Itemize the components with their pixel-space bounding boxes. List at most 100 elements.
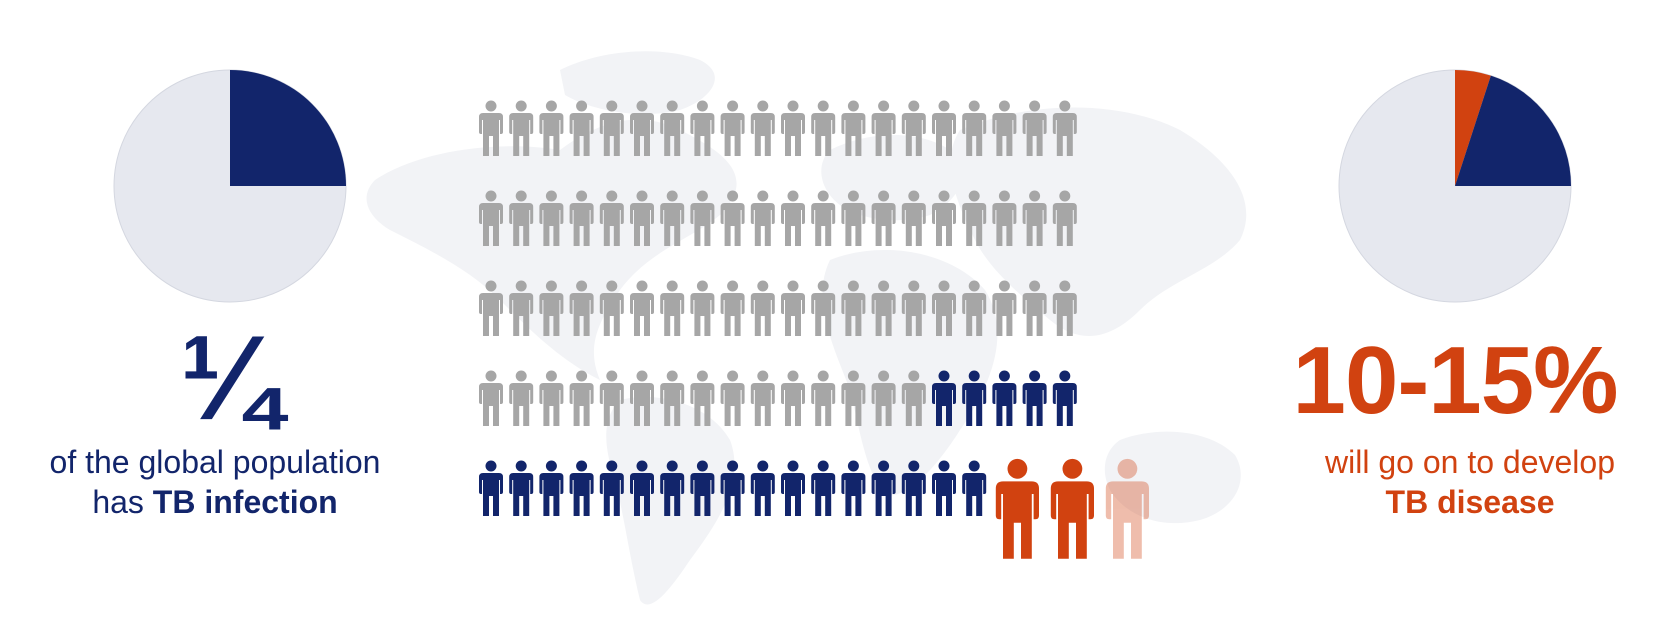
person-icon-gray (1022, 190, 1047, 246)
right-stat-caption: will go on to develop TB disease (1270, 442, 1670, 522)
person-icon-gray (720, 100, 745, 156)
person-icon-gray (901, 280, 926, 336)
person-icon-gray (539, 370, 564, 426)
person-icon-gray (690, 190, 715, 246)
person-icon-gray (841, 100, 866, 156)
person-icon-navy (1022, 370, 1047, 426)
right-caption-line2: TB disease (1270, 482, 1670, 522)
left-pie-chart (113, 69, 347, 303)
person-icon-gray (690, 370, 715, 426)
left-pie-slice-infected (230, 70, 346, 186)
person-icon-gray (569, 100, 594, 156)
person-icon-navy (1052, 370, 1077, 426)
right-pie-chart (1338, 69, 1572, 303)
person-icon-navy (992, 370, 1017, 426)
person-icon-gray (479, 190, 503, 246)
person-icon-gray (841, 280, 866, 336)
person-icon-gray (720, 280, 745, 336)
person-icon-navy (932, 460, 956, 516)
person-icon-gray (1052, 280, 1077, 336)
person-icon-navy (781, 460, 805, 516)
left-caption-prefix: has (92, 484, 153, 520)
person-icon-navy (962, 460, 987, 516)
left-caption-line2: has TB infection (0, 482, 430, 522)
person-icon-gray (479, 100, 503, 156)
person-icon-gray (781, 190, 805, 246)
person-icon-gray (599, 190, 624, 246)
person-icon-gray (660, 190, 685, 246)
person-icon-navy (901, 460, 926, 516)
right-stat-value: 10-15% (1292, 327, 1619, 434)
person-icon-navy (599, 460, 624, 516)
right-pie-slice-disease (1455, 70, 1491, 186)
right-pie-slice-infected (1455, 75, 1571, 186)
person-icon-navy (630, 460, 654, 516)
person-icon-gray (992, 280, 1017, 336)
right-caption-emphasis: TB disease (1385, 484, 1555, 520)
person-icon-navy (569, 460, 594, 516)
person-icon-navy (841, 460, 866, 516)
person-icon-gray (992, 190, 1017, 246)
person-icon-gray (509, 100, 534, 156)
person-icon-gray (781, 370, 805, 426)
person-icon-gray (750, 280, 775, 336)
person-icon-gray (630, 280, 654, 336)
person-icon-navy (509, 460, 534, 516)
person-icon-gray (932, 280, 956, 336)
person-icon-navy (720, 460, 745, 516)
person-icon-gray (690, 100, 715, 156)
left-stat-caption: of the global population has TB infectio… (0, 442, 430, 522)
person-icon-gray (932, 190, 956, 246)
person-icon-gray (1052, 190, 1077, 246)
person-icon-orange (1050, 458, 1094, 559)
person-icon-gray (539, 100, 564, 156)
person-icon-gray (509, 190, 534, 246)
person-icon-navy (750, 460, 775, 516)
person-icon-gray (539, 190, 564, 246)
person-icon-gray (962, 190, 987, 246)
person-icon-gray (720, 370, 745, 426)
person-icon-orange-faded (1105, 458, 1149, 559)
person-icon-gray (871, 190, 896, 246)
person-icon-navy (660, 460, 685, 516)
person-icon-gray (871, 280, 896, 336)
person-icon-gray (690, 280, 715, 336)
person-icon-gray (660, 100, 685, 156)
person-icon-gray (992, 100, 1017, 156)
person-icon-gray (599, 370, 624, 426)
person-icon-gray (750, 370, 775, 426)
person-icon-gray (1022, 100, 1047, 156)
person-icon-gray (569, 370, 594, 426)
person-icon-gray (630, 370, 654, 426)
person-icon-gray (811, 280, 836, 336)
person-icon-gray (750, 190, 775, 246)
person-icon-gray (781, 100, 805, 156)
person-icon-navy (690, 460, 715, 516)
left-caption-line1: of the global population (49, 444, 381, 480)
person-icon-gray (811, 190, 836, 246)
person-icon-gray (599, 280, 624, 336)
person-icon-gray (781, 280, 805, 336)
person-icon-gray (871, 100, 896, 156)
person-icon-orange (995, 458, 1039, 559)
person-icon-gray (750, 100, 775, 156)
person-icon-gray (962, 280, 987, 336)
person-icon-gray (509, 280, 534, 336)
person-icon-gray (660, 280, 685, 336)
person-icon-gray (569, 190, 594, 246)
person-icon-gray (811, 100, 836, 156)
person-icon-navy (539, 460, 564, 516)
person-icon-gray (871, 370, 896, 426)
person-icon-navy (871, 460, 896, 516)
person-icon-gray (901, 100, 926, 156)
person-icon-navy (962, 370, 987, 426)
person-icon-gray (720, 190, 745, 246)
person-icon-gray (1052, 100, 1077, 156)
person-icon-gray (901, 190, 926, 246)
left-caption-emphasis: TB infection (152, 484, 338, 520)
person-icon-gray (599, 100, 624, 156)
person-icon-gray (1022, 280, 1047, 336)
person-icon-gray (479, 280, 503, 336)
person-icon-gray (660, 370, 685, 426)
